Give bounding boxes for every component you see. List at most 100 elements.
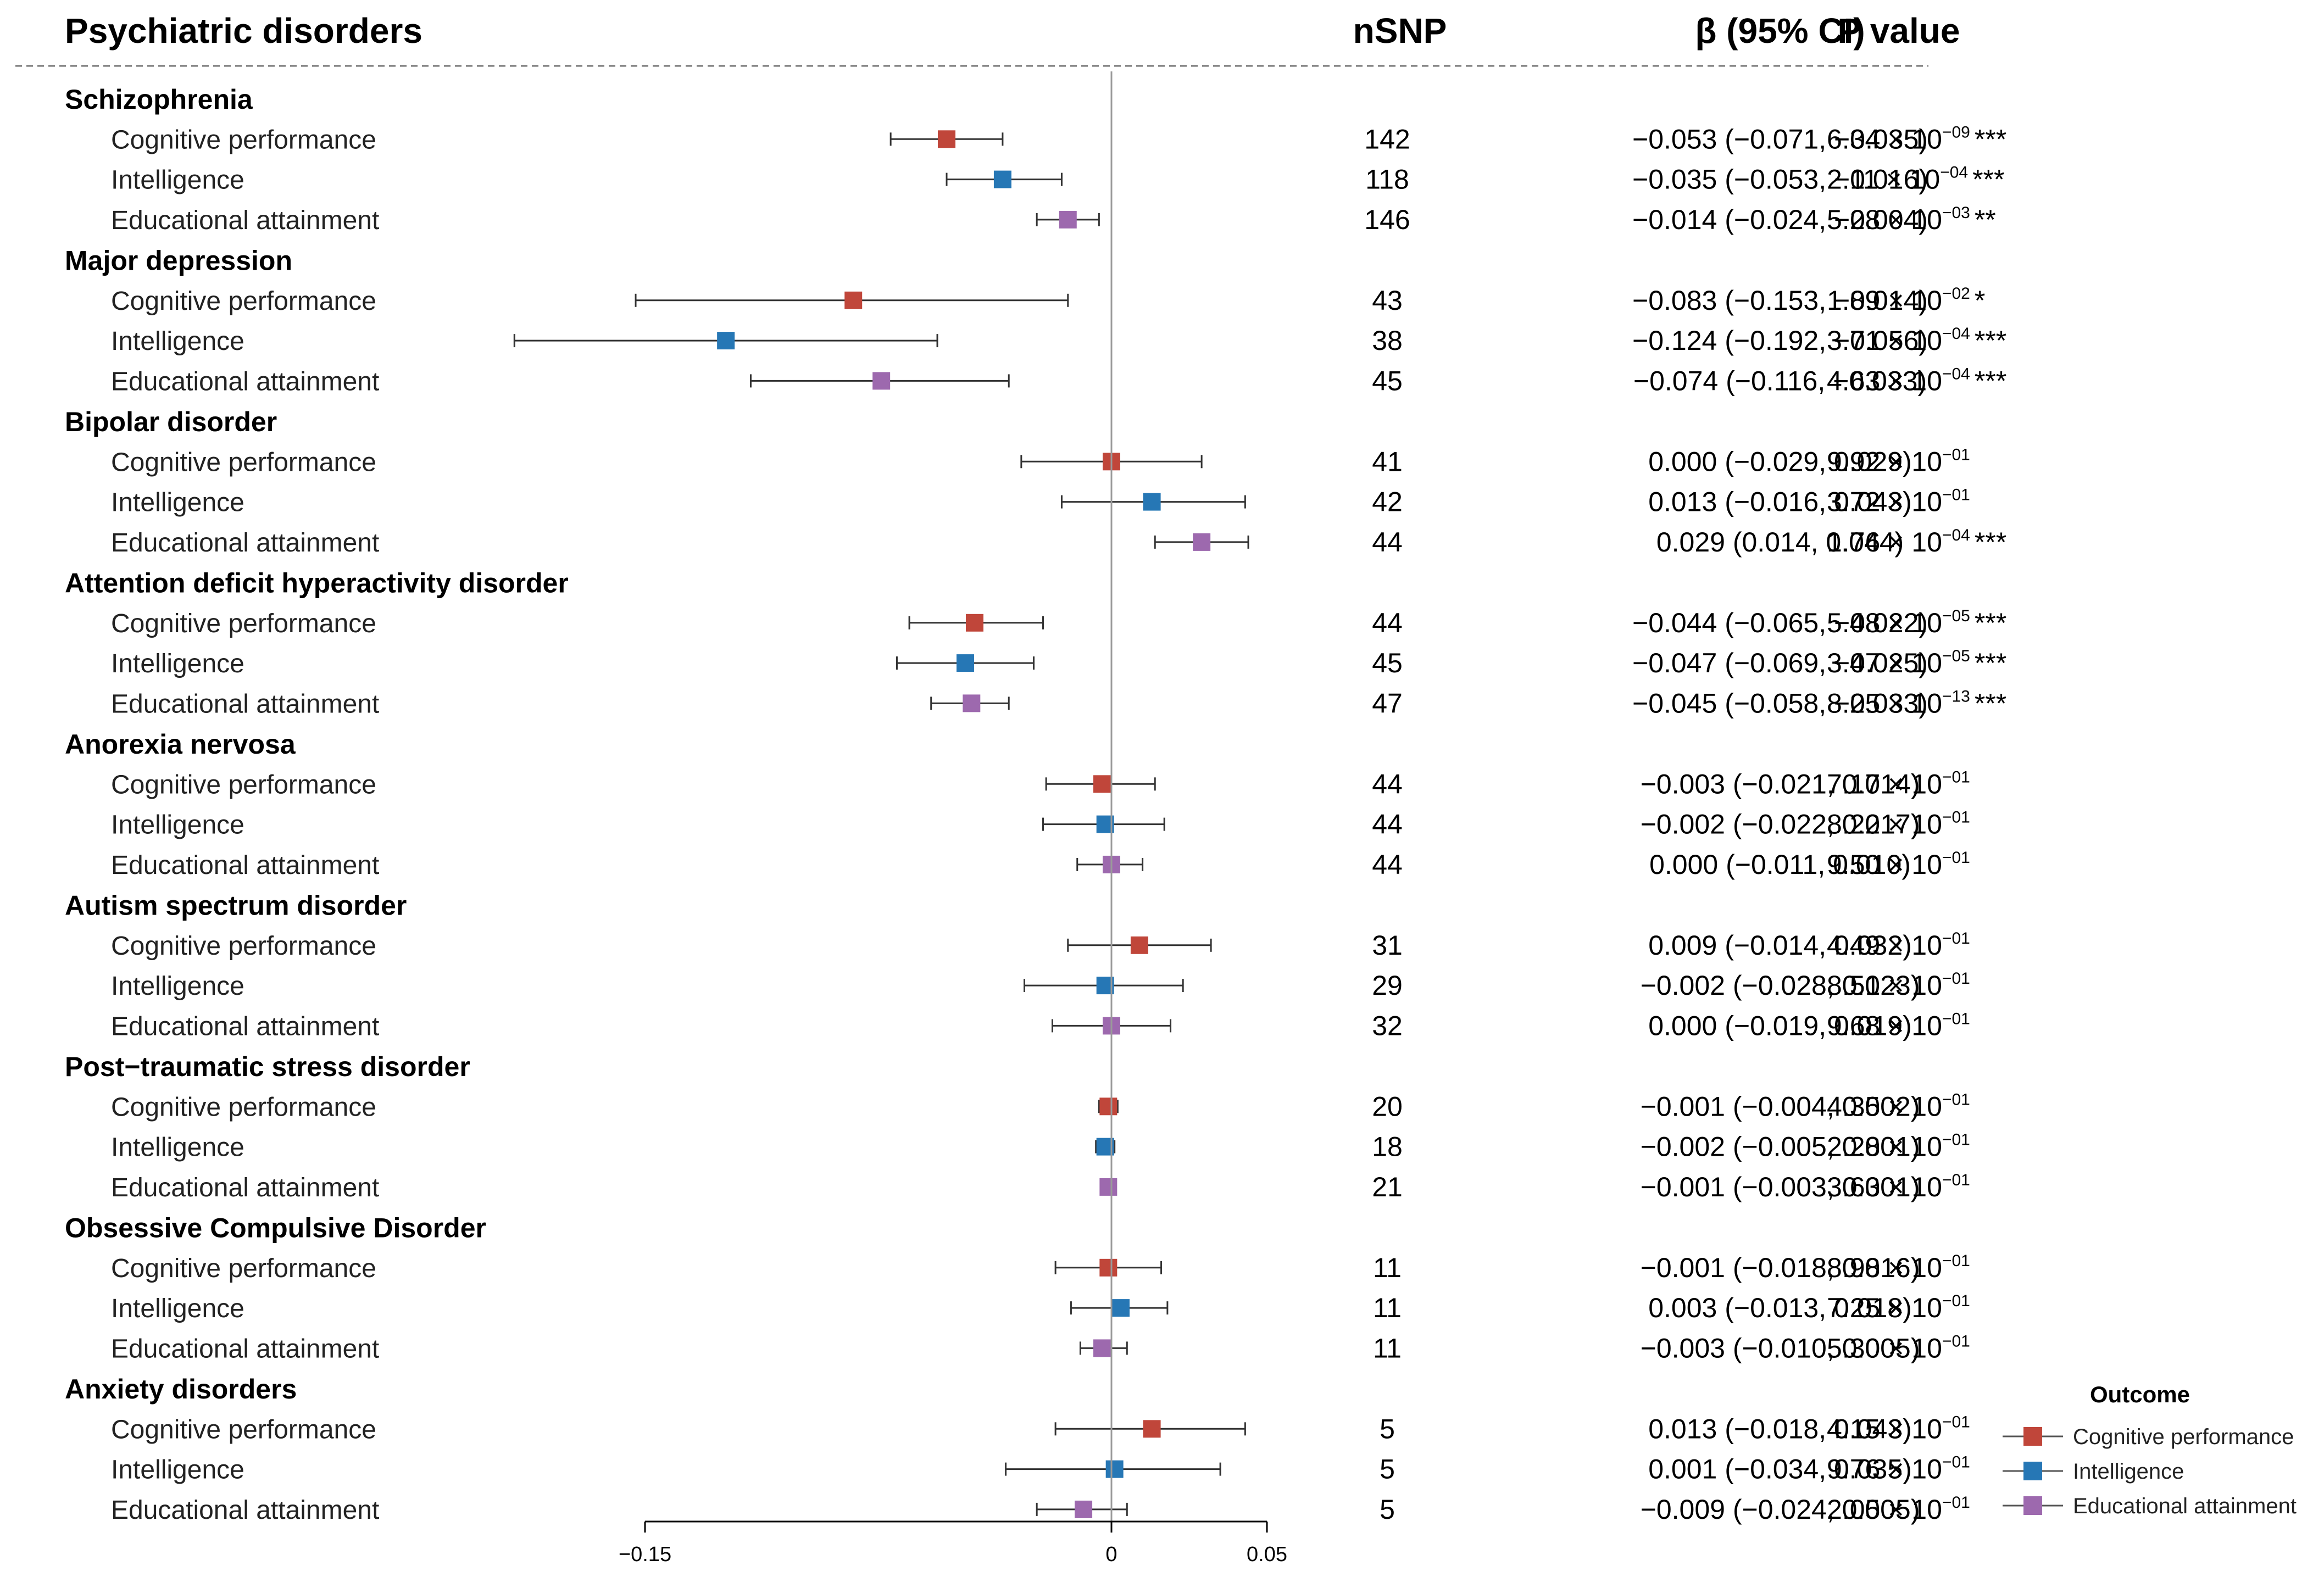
- significance-stars: ***: [1975, 648, 2006, 678]
- x-tick-label: 0: [1105, 1543, 1117, 1566]
- table-row: Educational attainment 5 −0.009 (−0.024, 0…: [111, 1494, 1970, 1525]
- nsnp-value: 21: [1372, 1172, 1403, 1202]
- p-value: 4.15 × 10−01: [1827, 1413, 1970, 1444]
- table-row: Cognitive performance 31 0.009 (−0.014, 0.…: [111, 929, 1970, 961]
- row-label: Educational attainment: [111, 206, 379, 235]
- disorder-group: Post−traumatic stress disorder Cognitive …: [65, 1051, 1970, 1202]
- row-label: Educational attainment: [111, 367, 379, 396]
- row-label: Intelligence: [111, 811, 244, 840]
- p-value: 3.71 × 10−04 ***: [1827, 325, 2006, 356]
- p-value: 7.17 × 10−01: [1827, 768, 1970, 799]
- p-value: 5.28 × 10−03 **: [1827, 204, 1996, 235]
- nsnp-value: 11: [1373, 1252, 1402, 1283]
- nsnp-value: 44: [1372, 809, 1403, 840]
- header-pvalue: P value: [1838, 11, 1960, 51]
- nsnp-value: 32: [1372, 1010, 1403, 1041]
- legend-item: Cognitive performance: [2003, 1425, 2294, 1449]
- p-value: 2.11 × 10−04 ***: [1827, 164, 2004, 195]
- beta-ci-value: −0.047 (−0.069, −0.025): [1632, 648, 1928, 678]
- p-value: 8.25 × 10−13 ***: [1827, 687, 2006, 718]
- table-row: Intelligence 44 −0.002 (−0.022, 0.017)8.22…: [111, 809, 1970, 840]
- beta-ci-value: −0.003 (−0.010, 0.005): [1641, 1333, 1920, 1363]
- beta-ci-value: −0.044 (−0.065, −0.022): [1632, 608, 1928, 638]
- x-axis: −0.15 0 0.05: [619, 71, 1287, 1566]
- table-row: Intelligence 42 0.013 (−0.016, 0.043)3.72 …: [111, 486, 1970, 517]
- significance-stars: *: [1975, 285, 1985, 316]
- p-value: 4.35 × 10−01: [1827, 1090, 1970, 1122]
- point-estimate: [1099, 1178, 1117, 1196]
- table-row: Educational attainment 21 −0.001 (−0.003, …: [111, 1171, 1970, 1202]
- nsnp-value: 45: [1372, 648, 1403, 678]
- point-estimate: [965, 614, 983, 632]
- row-label: Intelligence: [111, 1133, 244, 1162]
- point-estimate: [1193, 533, 1211, 551]
- disorder-group: Obsessive Compulsive Disorder Cognitive p…: [65, 1213, 1970, 1364]
- table-row: Educational attainment 47 −0.045 (−0.058, …: [111, 687, 2006, 718]
- p-value: 4.49 × 10−01: [1827, 929, 1970, 961]
- row-label: Intelligence: [111, 1456, 244, 1485]
- point-estimate: [1059, 210, 1077, 229]
- p-value: 2.28 × 10−01: [1827, 1131, 1970, 1162]
- row-label: Cognitive performance: [111, 1093, 376, 1122]
- row-label: Educational attainment: [111, 1334, 379, 1363]
- x-tick-label: −0.15: [619, 1543, 671, 1566]
- legend-swatch: [2023, 1462, 2042, 1480]
- beta-ci-value: −0.002 (−0.028, 0.023): [1641, 970, 1920, 1001]
- table-row: Cognitive performance 44 −0.044 (−0.065, −…: [111, 607, 2006, 638]
- significance-stars: ***: [1975, 124, 2006, 154]
- point-estimate: [1143, 1420, 1161, 1438]
- point-estimate: [956, 654, 974, 672]
- row-label: Intelligence: [111, 1294, 244, 1323]
- legend-label: Cognitive performance: [2073, 1425, 2294, 1449]
- table-row: Educational attainment 45 −0.074 (−0.116, …: [111, 365, 2006, 396]
- p-value: 9.76 × 10−01: [1827, 1453, 1970, 1485]
- p-value: 8.22 × 10−01: [1827, 809, 1970, 840]
- beta-ci-value: 0.013 (−0.018, 0.043): [1648, 1413, 1912, 1444]
- nsnp-value: 5: [1380, 1413, 1395, 1444]
- nsnp-value: 44: [1372, 849, 1403, 880]
- beta-ci-value: −0.083 (−0.153, −0.014): [1632, 285, 1928, 316]
- row-label: Educational attainment: [111, 689, 379, 718]
- significance-stars: ***: [1975, 688, 2006, 718]
- point-estimate: [717, 332, 735, 350]
- row-label: Cognitive performance: [111, 448, 376, 477]
- beta-ci-value: −0.124 (−0.192, −0.056): [1632, 325, 1928, 356]
- point-estimate: [844, 291, 863, 309]
- nsnp-value: 47: [1372, 688, 1403, 718]
- row-label: Cognitive performance: [111, 932, 376, 961]
- p-value: 9.50 × 10−01: [1827, 849, 1970, 880]
- significance-stars: ***: [1975, 608, 2006, 638]
- beta-ci-value: 0.009 (−0.014, 0.032): [1648, 930, 1912, 961]
- row-label: Intelligence: [111, 166, 244, 195]
- legend-swatch: [2023, 1496, 2042, 1515]
- group-label: Anxiety disorders: [65, 1374, 297, 1405]
- row-label: Intelligence: [111, 488, 244, 517]
- beta-ci-value: −0.014 (−0.024, −0.004): [1632, 204, 1928, 235]
- nsnp-value: 142: [1364, 124, 1410, 154]
- table-row: Cognitive performance 44 −0.003 (−0.021, 0…: [111, 768, 1970, 799]
- disorder-group: Anxiety disorders Cognitive performance 5 0…: [65, 1374, 1970, 1525]
- nsnp-value: 45: [1372, 365, 1403, 396]
- disorder-group: Bipolar disorder Cognitive performance 41 0…: [65, 406, 2006, 558]
- nsnp-value: 44: [1372, 527, 1403, 558]
- legend-swatch: [2023, 1427, 2042, 1446]
- group-label: Schizophrenia: [65, 84, 253, 115]
- group-label: Attention deficit hyperactivity disorder: [65, 568, 569, 599]
- table-row: Intelligence 45 −0.047 (−0.069, −0.025)3.4…: [111, 647, 2006, 678]
- beta-ci-value: −0.035 (−0.053, −0.016): [1632, 164, 1928, 195]
- p-value: 8.98 × 10−01: [1827, 1252, 1970, 1283]
- legend-label: Educational attainment: [2073, 1494, 2297, 1518]
- table-row: Intelligence 11 0.003 (−0.013, 0.018)7.25 …: [111, 1292, 1970, 1323]
- row-label: Cognitive performance: [111, 1415, 376, 1444]
- beta-ci-value: −0.074 (−0.116, −0.033): [1633, 365, 1927, 396]
- point-estimate: [1099, 1097, 1117, 1116]
- table-row: Cognitive performance 20 −0.001 (−0.004, 0…: [111, 1090, 1970, 1122]
- table-row: Cognitive performance 142 −0.053 (−0.071, …: [111, 123, 2006, 154]
- p-value: 3.47 × 10−05 ***: [1827, 647, 2006, 678]
- nsnp-value: 11: [1373, 1333, 1402, 1363]
- table-row: Intelligence 18 −0.002 (−0.005, 0.001)2.28…: [111, 1131, 1970, 1162]
- x-tick-label: 0.05: [1247, 1543, 1287, 1566]
- beta-ci-value: −0.009 (−0.024, 0.005): [1641, 1494, 1920, 1525]
- beta-ci-value: 0.003 (−0.013, 0.018): [1648, 1292, 1912, 1323]
- p-value: 3.63 × 10−01: [1827, 1171, 1970, 1202]
